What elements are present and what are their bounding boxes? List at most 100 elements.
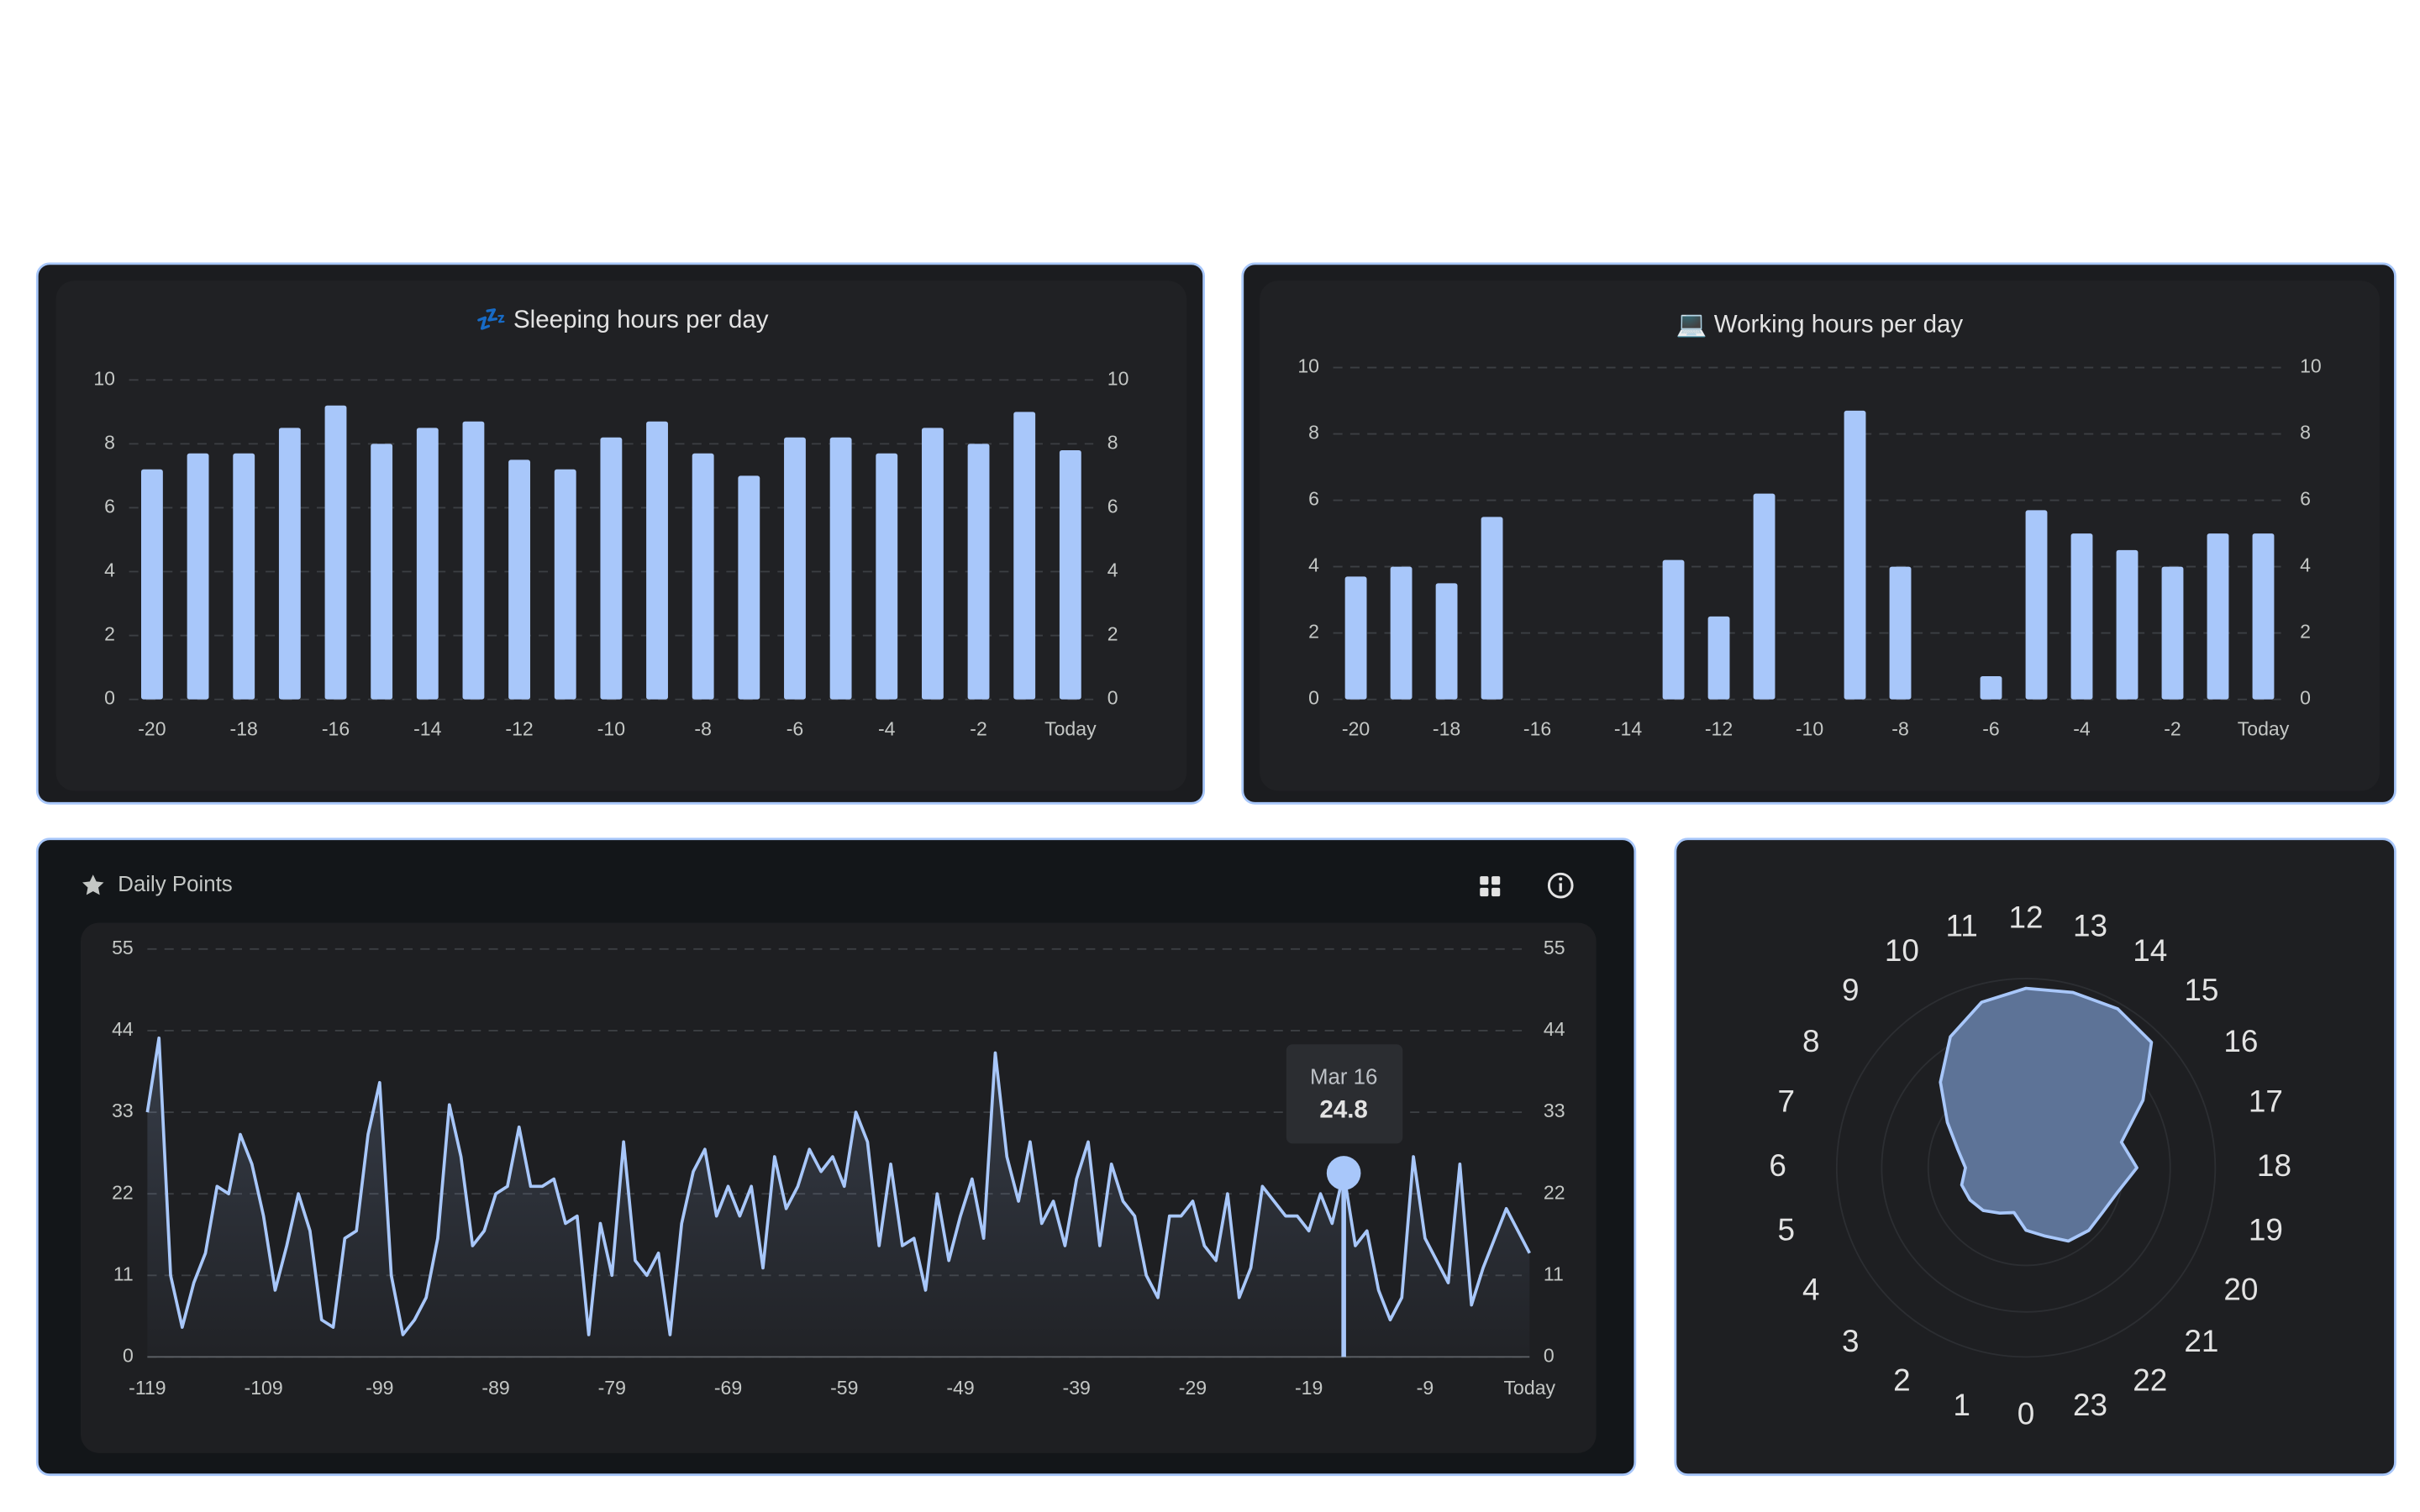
bar	[1390, 566, 1413, 700]
x-tick-label: -29	[1179, 1377, 1207, 1399]
y-tick-label: 8	[1308, 422, 1319, 444]
x-tick-label: -16	[1523, 718, 1551, 740]
grid-view-button[interactable]	[1480, 876, 1501, 897]
y2-tick-label: 10	[1107, 367, 1129, 389]
x-tick-label: -6	[1982, 718, 2000, 740]
y2-tick-label: 6	[2300, 488, 2311, 510]
bar	[921, 428, 944, 700]
y-tick-label: 6	[1308, 488, 1319, 510]
bar	[1844, 410, 1866, 700]
hour-label: 23	[2073, 1388, 2107, 1422]
x-tick-label: -14	[413, 718, 442, 740]
hour-label: 13	[2073, 909, 2107, 943]
x-tick-label: -2	[970, 718, 987, 740]
bar	[1059, 449, 1081, 700]
x-tick-label: -10	[597, 718, 625, 740]
x-tick-label: Today	[2238, 718, 2290, 740]
y-tick-label: 4	[104, 559, 115, 581]
y-tick-label: 4	[1308, 554, 1319, 576]
hour-label: 4	[1802, 1273, 1820, 1307]
bar	[233, 453, 255, 700]
bar	[1753, 493, 1776, 700]
hour-label: 5	[1777, 1212, 1795, 1247]
x-tick-label: -109	[245, 1377, 283, 1399]
hour-label: 10	[1885, 933, 1919, 968]
line	[145, 1036, 1531, 1336]
bar	[508, 459, 531, 700]
radar-area	[1939, 986, 2154, 1243]
x-tick-label: -14	[1614, 718, 1643, 740]
star-icon	[82, 874, 104, 895]
bar	[967, 444, 990, 700]
y-tick-label: 2	[1308, 621, 1319, 643]
y2-tick-label: 11	[1544, 1263, 1564, 1284]
x-tick-label: -20	[138, 718, 166, 740]
hour-label: 15	[2184, 973, 2218, 1007]
x-tick-label: -69	[714, 1377, 742, 1399]
x-tick-label: -20	[1342, 718, 1370, 740]
x-tick-label: -119	[129, 1377, 166, 1399]
hour-label: 11	[1945, 909, 1977, 943]
hour-label: 2	[1893, 1363, 1911, 1398]
y2-tick-label: 2	[2300, 621, 2311, 643]
bar	[2070, 533, 2093, 700]
y2-tick-label: 2	[1107, 623, 1118, 645]
y-tick-label: 11	[113, 1263, 134, 1284]
bar	[1889, 566, 1912, 700]
hour-label: 19	[2249, 1212, 2283, 1247]
x-tick-label: -10	[1796, 718, 1823, 740]
info-button[interactable]	[1547, 872, 1574, 899]
y2-tick-label: 33	[1544, 1100, 1565, 1121]
bar	[324, 405, 347, 700]
y2-tick-label: 55	[1544, 937, 1565, 958]
bar	[462, 421, 485, 700]
bar	[1707, 616, 1730, 700]
bar	[371, 444, 393, 700]
x-tick-label: -12	[1705, 718, 1733, 740]
bar	[829, 437, 852, 700]
bar	[2207, 533, 2229, 700]
hour-label: 9	[1842, 973, 1860, 1007]
x-tick-label: -12	[505, 718, 533, 740]
y-tick-label: 6	[104, 496, 115, 517]
y-tick-label: 10	[93, 367, 115, 389]
y2-tick-label: 8	[1107, 431, 1118, 453]
hour-label: 14	[2133, 933, 2167, 968]
x-tick-label: -8	[1891, 718, 1909, 740]
y-tick-label: 8	[104, 431, 115, 453]
card	[1260, 281, 2380, 791]
tooltip	[1286, 1044, 1403, 1144]
y-tick-label: 22	[112, 1181, 134, 1203]
x-tick-label: Today	[1044, 718, 1097, 740]
y-tick-label: 10	[1297, 355, 1319, 377]
bar	[600, 437, 623, 700]
chart-title: Daily Points	[118, 873, 232, 896]
y2-tick-label: 0	[2300, 687, 2311, 709]
x-tick-label: -59	[830, 1377, 858, 1399]
hour-label: 1	[1953, 1388, 1970, 1422]
x-tick-label: -19	[1295, 1377, 1323, 1399]
y2-tick-label: 6	[1107, 496, 1118, 517]
y-tick-label: 0	[1308, 687, 1319, 709]
hour-label: 16	[2223, 1024, 2258, 1058]
bar	[2116, 549, 2139, 700]
y2-tick-label: 0	[1544, 1344, 1555, 1366]
bar	[416, 428, 439, 700]
hour-label: 20	[2223, 1273, 2258, 1307]
x-tick-label: Today	[1504, 1377, 1556, 1399]
x-tick-label: -4	[2073, 718, 2091, 740]
hour-label: 12	[2009, 900, 2044, 935]
x-tick-label: -16	[322, 718, 350, 740]
y-tick-label: 55	[112, 937, 134, 958]
area	[147, 1037, 1530, 1357]
y-tick-label: 0	[123, 1344, 134, 1366]
bar	[1013, 412, 1036, 700]
y-tick-label: 33	[112, 1100, 134, 1121]
bar	[1662, 559, 1685, 700]
hour-label: 8	[1802, 1024, 1820, 1058]
bar	[141, 469, 163, 700]
y2-tick-label: 44	[1544, 1018, 1565, 1040]
hour-label: 18	[2257, 1148, 2291, 1183]
x-tick-label: -18	[1433, 718, 1460, 740]
